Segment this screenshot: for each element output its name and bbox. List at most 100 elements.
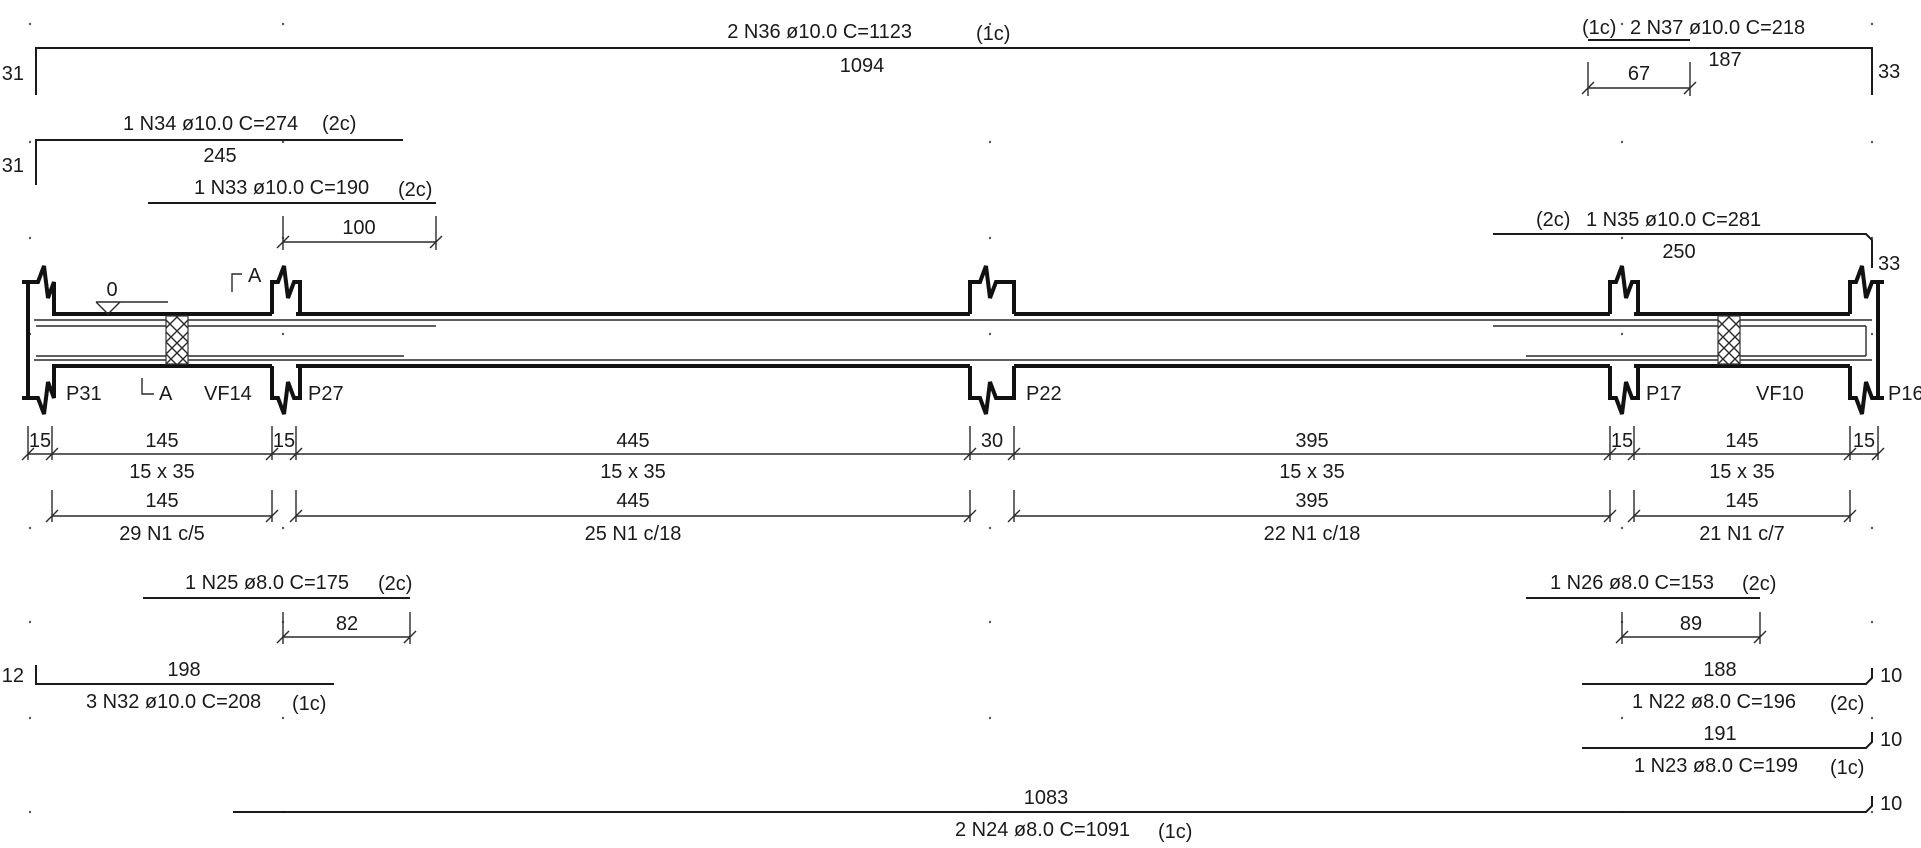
rebar-n26[interactable]: 1 N26 ø8.0 C=153 (2c) 89: [1526, 572, 1776, 644]
rebar-n37-label: 2 N37 ø10.0 C=218: [1630, 17, 1805, 39]
stirrup-length-4: 145: [1725, 490, 1758, 512]
rebar-n23[interactable]: 191 1 N23 ø8.0 C=199 (1c) 10: [1582, 723, 1902, 779]
span-length-4: 145: [1725, 430, 1758, 452]
span-length-2: 445: [616, 430, 649, 452]
rebar-n24[interactable]: 1083 2 N24 ø8.0 C=1091 (1c) 10: [233, 787, 1902, 843]
support-width-p22: 30: [981, 430, 1003, 452]
grid-dot: [28, 716, 32, 720]
rebar-n25[interactable]: 1 N25 ø8.0 C=175 (2c) 82: [143, 572, 417, 644]
support-width-p27: 15: [273, 430, 295, 452]
rebar-n26-label: 1 N26 ø8.0 C=153: [1550, 572, 1714, 594]
grid-dot: [1870, 716, 1874, 720]
grid-dot: [28, 810, 32, 814]
rebar-n33-offset-dim: 100: [276, 216, 443, 250]
grid-dot: [1870, 810, 1874, 814]
rebar-n23-hook-right: 10: [1880, 729, 1902, 751]
rebar-n37-offset-dim: 67: [1581, 62, 1697, 96]
grid-dot: [28, 236, 32, 240]
rebar-n33[interactable]: 1 N33 ø10.0 C=190 (2c) 100: [148, 177, 443, 250]
rebar-n32-length: 198: [167, 659, 200, 681]
hatch-vf14: [165, 315, 189, 365]
rebar-n25-offset: 82: [336, 613, 358, 635]
section-cut-a: A A: [141, 265, 262, 405]
grid-dot: [988, 526, 992, 530]
grid-dot: [281, 716, 285, 720]
support-width-p16: 15: [1853, 430, 1875, 452]
rebar-n24-layer: (1c): [1158, 821, 1192, 843]
span-length-1: 145: [145, 430, 178, 452]
grid-dot: [281, 140, 285, 144]
stirrup-spec-1: 29 N1 c/5: [119, 523, 205, 545]
level-mark: 0: [95, 279, 168, 315]
grid-dot: [988, 236, 992, 240]
section-cut-a-top-label: A: [248, 265, 262, 287]
rebar-n35[interactable]: (2c) 1 N35 ø10.0 C=281 250 33: [1493, 209, 1900, 275]
rebar-n36-layer: (1c): [976, 23, 1010, 45]
stirrup-dimension-line: [45, 490, 1857, 523]
span-section-2: 15 x 35: [600, 461, 666, 483]
stirrup-length-2: 445: [616, 490, 649, 512]
rebar-n34-layer: (2c): [322, 113, 356, 135]
rebar-n23-label: 1 N23 ø8.0 C=199: [1634, 755, 1798, 777]
rebar-n37-layer: (1c): [1582, 17, 1616, 39]
rebar-n34-hook-left: 31: [2, 155, 24, 177]
stirrup-length-3: 395: [1295, 490, 1328, 512]
hatch-vf10: [1717, 315, 1741, 365]
grid-dot: [1620, 716, 1624, 720]
rebar-n26-offset-dim: 89: [1615, 612, 1767, 644]
stirrup-spec-4: 21 N1 c/7: [1699, 523, 1785, 545]
rebar-n36[interactable]: 2 N36 ø10.0 C=1123 (1c) 1094 31 33: [2, 21, 1901, 95]
rebar-n26-offset: 89: [1680, 613, 1702, 635]
beam-vf10-label: VF10: [1756, 383, 1804, 405]
support-p22[interactable]: [968, 265, 1016, 415]
rebar-n26-layer: (2c): [1742, 573, 1776, 595]
support-p31-label: P31: [66, 383, 102, 405]
rebar-n35-length: 250: [1662, 241, 1695, 263]
grid-dot: [281, 526, 285, 530]
grid-dot: [988, 22, 992, 26]
grid-dot: [1620, 236, 1624, 240]
grid-dot: [281, 332, 285, 336]
rebar-n34[interactable]: 1 N34 ø10.0 C=274 (2c) 245 31: [2, 113, 403, 185]
support-width-p31: 15: [29, 430, 51, 452]
support-p31[interactable]: [22, 265, 56, 415]
rebar-n32-label: 3 N32 ø10.0 C=208: [86, 691, 261, 713]
grid-dot: [988, 332, 992, 336]
grid-dot: [1870, 526, 1874, 530]
rebar-n37[interactable]: (1c) 2 N37 ø10.0 C=218 187 67: [1581, 17, 1805, 96]
rebar-n32[interactable]: 198 3 N32 ø10.0 C=208 (1c) 12: [2, 659, 334, 715]
rebar-n36-hook-right: 33: [1878, 61, 1900, 83]
rebar-n22[interactable]: 188 1 N22 ø8.0 C=196 (2c) 10: [1582, 659, 1902, 715]
rebar-n25-offset-dim: 82: [276, 612, 417, 644]
support-p16-label: P16: [1888, 383, 1921, 405]
rebar-n33-label: 1 N33 ø10.0 C=190: [194, 177, 369, 199]
support-p16[interactable]: [1848, 265, 1884, 415]
span-section-4: 15 x 35: [1709, 461, 1775, 483]
grid-dot: [988, 716, 992, 720]
support-p27-label: P27: [308, 383, 344, 405]
grid-dot: [1620, 332, 1624, 336]
rebar-n37-offset: 67: [1628, 63, 1650, 85]
rebar-n35-label: 1 N35 ø10.0 C=281: [1586, 209, 1761, 231]
rebar-n22-layer: (2c): [1830, 693, 1864, 715]
grid-dot: [988, 140, 992, 144]
support-p17[interactable]: [1608, 265, 1640, 415]
rebar-n36-hook-left: 31: [2, 63, 24, 85]
grid-dot: [28, 22, 32, 26]
grid-dot: [28, 620, 32, 624]
span-length-3: 395: [1295, 430, 1328, 452]
grid-dot: [988, 620, 992, 624]
span-section-1: 15 x 35: [129, 461, 195, 483]
grid-dot: [1870, 332, 1874, 336]
grid-dot: [281, 22, 285, 26]
rebar-n22-length: 188: [1703, 659, 1736, 681]
rebar-n34-label: 1 N34 ø10.0 C=274: [123, 113, 298, 135]
support-p17-label: P17: [1646, 383, 1682, 405]
rebar-n36-label: 2 N36 ø10.0 C=1123: [727, 21, 912, 43]
support-p27[interactable]: [270, 265, 302, 415]
rebar-n33-offset: 100: [342, 217, 375, 239]
grid-dot: [1870, 620, 1874, 624]
grid-dot: [1620, 22, 1624, 26]
rebar-n23-length: 191: [1703, 723, 1736, 745]
